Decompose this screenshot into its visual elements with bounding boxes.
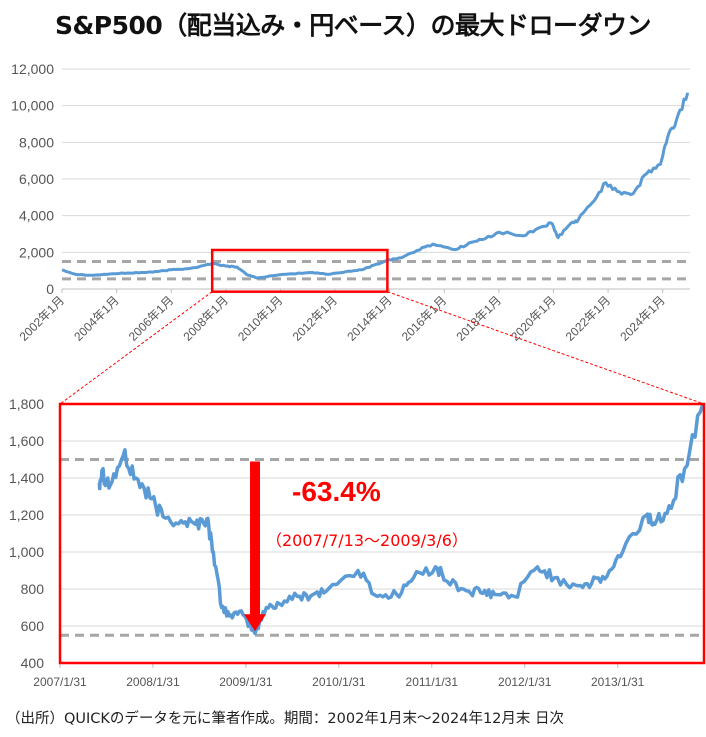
drawdown-zoom-chart: 400 600 800 1,000 1,200 1,400 1,600 1,800 2007/1… xyxy=(9,396,706,689)
drawdown-label: -63.4% xyxy=(292,476,381,507)
zoom-frame xyxy=(58,402,706,665)
y-tick-label: 2,000 xyxy=(19,244,54,260)
x-tick-label: 2009/1/31 xyxy=(219,675,273,689)
zoom-connector-left xyxy=(59,291,213,405)
x-tick-label: 2012/1/31 xyxy=(498,675,552,689)
x-tick-label: 2011/1/31 xyxy=(406,675,459,689)
drawdown-arrow-head xyxy=(244,614,267,632)
x-tick-label: 2024年1月 xyxy=(617,293,667,343)
highlight-box xyxy=(210,248,389,293)
zoom-connector-lines xyxy=(59,291,705,405)
y-tick-label: 12,000 xyxy=(11,61,54,77)
chart-title: S&P500（配当込み・円ベース）の最大ドローダウン xyxy=(54,11,652,40)
x-tick-label: 2004年1月 xyxy=(71,293,121,343)
x-tick-label: 2008年1月 xyxy=(180,293,230,343)
x-tick-label: 2010/1/31 xyxy=(312,675,366,689)
y-tick-label: 1,600 xyxy=(9,433,44,449)
x-tick-label: 2010年1月 xyxy=(235,293,285,343)
overview-chart: 0 2,000 4,000 6,000 8,000 10,000 12,000 2002年1月… xyxy=(11,61,690,344)
drawdown-period-label: （2007/7/13〜2009/3/6） xyxy=(266,531,468,550)
drawdown-arrow-shaft xyxy=(250,461,261,616)
x-tick-label: 2013/1/31 xyxy=(591,675,645,689)
y-tick-label: 6,000 xyxy=(19,171,54,187)
x-tick-label: 2016年1月 xyxy=(399,293,449,343)
y-tick-label: 8,000 xyxy=(19,134,54,150)
y-tick-label: 1,400 xyxy=(9,470,44,486)
x-tick-label: 2014年1月 xyxy=(344,293,394,343)
y-tick-label: 600 xyxy=(21,618,45,634)
y-tick-label: 10,000 xyxy=(11,98,54,114)
y-tick-label: 400 xyxy=(21,655,45,671)
y-tick-label: 1,200 xyxy=(9,507,44,523)
series-line xyxy=(61,92,690,280)
x-tick-label: 2022年1月 xyxy=(563,293,613,343)
zoom-connector-right xyxy=(387,291,705,405)
x-tick-label: 2002年1月 xyxy=(17,293,67,343)
y-tick-label: 1,000 xyxy=(9,544,44,560)
y-tick-label: 800 xyxy=(21,581,45,597)
y-tick-label: 0 xyxy=(46,281,54,297)
x-tick-label: 2006年1月 xyxy=(126,293,176,343)
y-tick-label: 4,000 xyxy=(19,208,54,224)
series-line xyxy=(97,403,705,636)
x-tick-label: 2008/1/31 xyxy=(126,675,180,689)
x-tick-label: 2007/1/31 xyxy=(33,675,87,689)
x-tick-label: 2012年1月 xyxy=(290,293,340,343)
source-note: （出所）QUICKのデータを元に筆者作成。期間：2002年1月末〜2024年12… xyxy=(6,711,565,727)
x-tick-label: 2020年1月 xyxy=(508,293,558,343)
x-tick-label: 2018年1月 xyxy=(454,293,504,343)
y-tick-label: 1,800 xyxy=(9,396,44,412)
